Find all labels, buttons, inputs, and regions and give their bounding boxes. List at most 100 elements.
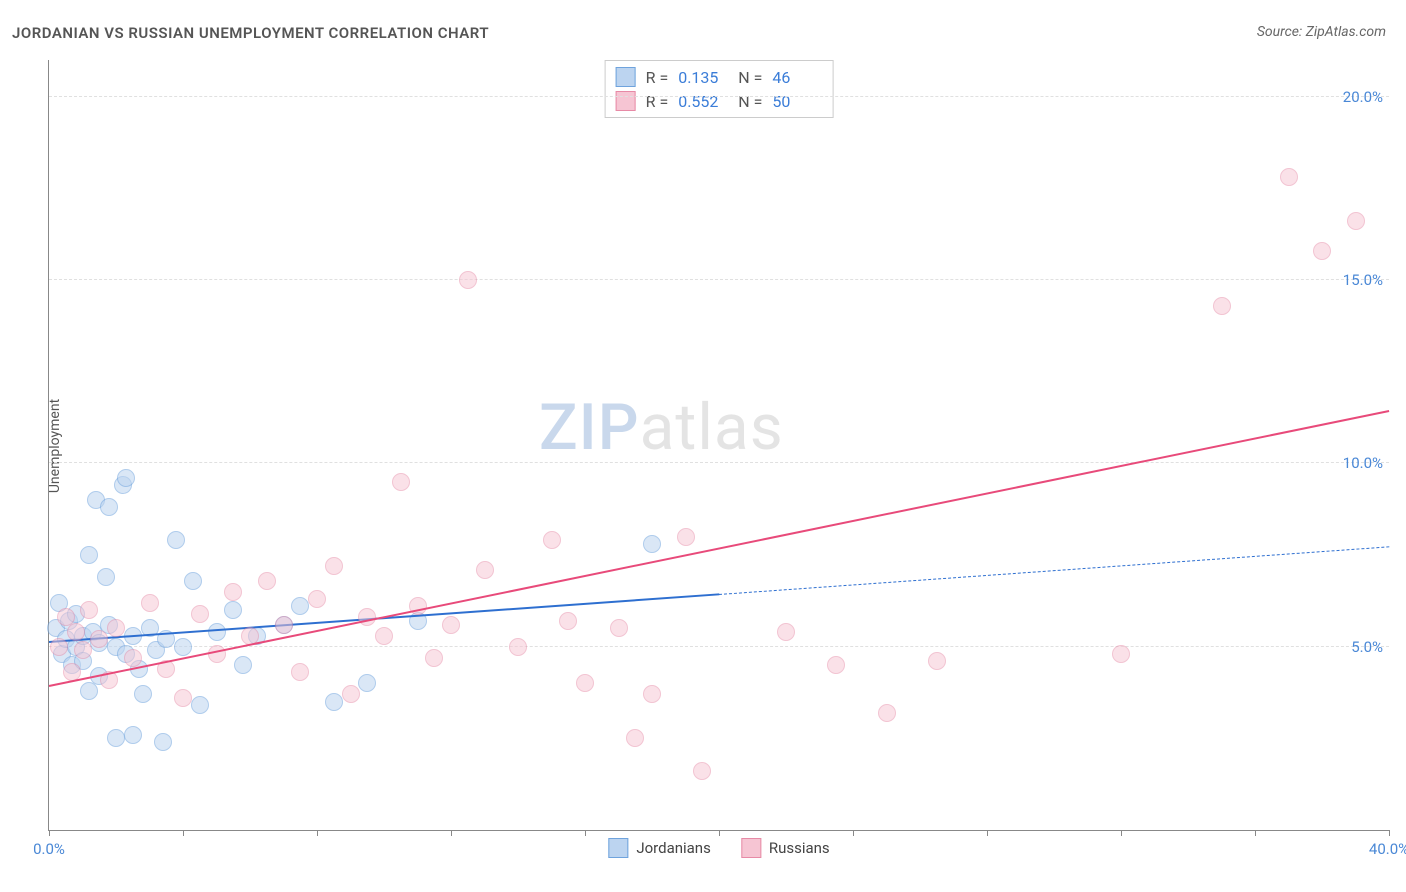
scatter-point (80, 546, 98, 564)
y-tick-label: 20.0% (1335, 88, 1383, 106)
scatter-point (576, 674, 594, 692)
scatter-point (442, 616, 460, 634)
x-tick-label: 40.0% (1369, 840, 1406, 858)
scatter-point (291, 597, 309, 615)
n-value-jordanians: 46 (772, 68, 822, 87)
stats-row-russians: R = 0.552 N = 50 (616, 89, 823, 113)
scatter-point (141, 594, 159, 612)
legend-label-jordanians: Jordanians (636, 839, 711, 857)
x-tick-mark (853, 830, 854, 836)
gridline (49, 462, 1389, 463)
scatter-point (191, 696, 209, 714)
gridline (49, 646, 1389, 647)
scatter-point (693, 762, 711, 780)
scatter-point (459, 271, 477, 289)
scatter-point (134, 685, 152, 703)
scatter-point (67, 623, 85, 641)
scatter-point (117, 469, 135, 487)
x-tick-mark (585, 830, 586, 836)
r-label: R = (646, 92, 669, 111)
scatter-point (291, 663, 309, 681)
scatter-plot-area: ZIPatlas R = 0.135 N = 46 R = 0.552 N = … (48, 60, 1389, 831)
correlation-stats-box: R = 0.135 N = 46 R = 0.552 N = 50 (605, 60, 834, 118)
scatter-point (208, 623, 226, 641)
scatter-point (50, 638, 68, 656)
legend-item-jordanians: Jordanians (608, 838, 711, 858)
swatch-jordanians (616, 67, 636, 87)
scatter-point (543, 531, 561, 549)
scatter-point (1213, 297, 1231, 315)
n-label: N = (738, 92, 762, 111)
scatter-point (191, 605, 209, 623)
legend-label-russians: Russians (769, 839, 830, 857)
scatter-point (275, 616, 293, 634)
scatter-point (425, 649, 443, 667)
scatter-point (80, 601, 98, 619)
x-tick-mark (183, 830, 184, 836)
r-value-russians: 0.552 (678, 92, 728, 111)
scatter-point (677, 528, 695, 546)
r-label: R = (646, 68, 669, 87)
n-label: N = (738, 68, 762, 87)
x-tick-mark (1389, 830, 1390, 836)
scatter-point (626, 729, 644, 747)
scatter-point (74, 641, 92, 659)
scatter-point (224, 601, 242, 619)
x-tick-mark (1255, 830, 1256, 836)
legend-swatch-jordanians (608, 838, 628, 858)
scatter-point (208, 645, 226, 663)
r-value-jordanians: 0.135 (678, 68, 728, 87)
scatter-point (167, 531, 185, 549)
stats-row-jordanians: R = 0.135 N = 46 (616, 65, 823, 89)
y-tick-label: 10.0% (1335, 454, 1383, 472)
scatter-point (1280, 168, 1298, 186)
scatter-point (224, 583, 242, 601)
scatter-point (1347, 212, 1365, 230)
scatter-point (154, 733, 172, 751)
trend-line (719, 547, 1389, 596)
x-tick-mark (49, 830, 50, 836)
bottom-legend: Jordanians Russians (608, 838, 829, 858)
scatter-point (777, 623, 795, 641)
x-tick-mark (1121, 830, 1122, 836)
scatter-point (100, 498, 118, 516)
scatter-point (124, 726, 142, 744)
y-tick-label: 15.0% (1335, 271, 1383, 289)
scatter-point (358, 674, 376, 692)
scatter-point (107, 729, 125, 747)
scatter-point (258, 572, 276, 590)
watermark: ZIPatlas (539, 390, 784, 465)
scatter-point (375, 627, 393, 645)
scatter-point (827, 656, 845, 674)
source-attribution: Source: ZipAtlas.com (1257, 24, 1386, 40)
scatter-point (107, 619, 125, 637)
swatch-russians (616, 91, 636, 111)
scatter-point (509, 638, 527, 656)
chart-title: JORDANIAN VS RUSSIAN UNEMPLOYMENT CORREL… (12, 24, 489, 42)
legend-item-russians: Russians (741, 838, 830, 858)
y-tick-label: 5.0% (1343, 638, 1383, 656)
scatter-point (97, 568, 115, 586)
x-tick-mark (987, 830, 988, 836)
scatter-point (392, 473, 410, 491)
watermark-atlas: atlas (640, 390, 784, 465)
x-tick-mark (451, 830, 452, 836)
scatter-point (174, 689, 192, 707)
scatter-point (325, 557, 343, 575)
x-tick-mark (317, 830, 318, 836)
scatter-point (325, 693, 343, 711)
scatter-point (610, 619, 628, 637)
scatter-point (476, 561, 494, 579)
scatter-point (643, 685, 661, 703)
n-value-russians: 50 (772, 92, 822, 111)
gridline (49, 96, 1389, 97)
scatter-point (643, 535, 661, 553)
x-tick-mark (719, 830, 720, 836)
scatter-point (928, 652, 946, 670)
scatter-point (1313, 242, 1331, 260)
scatter-point (878, 704, 896, 722)
scatter-point (184, 572, 202, 590)
watermark-zip: ZIP (539, 390, 640, 465)
scatter-point (559, 612, 577, 630)
scatter-point (308, 590, 326, 608)
